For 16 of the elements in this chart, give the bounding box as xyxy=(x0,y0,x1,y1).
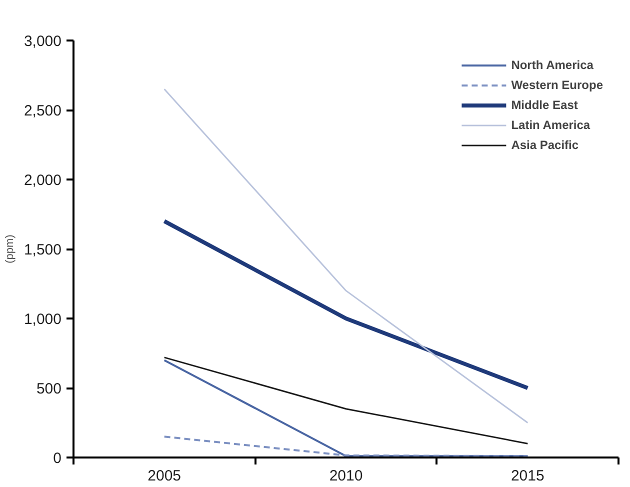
y-tick-label: 2,500 xyxy=(24,102,62,120)
legend-label: Asia Pacific xyxy=(511,138,579,152)
y-tick-label: 1,000 xyxy=(24,311,62,328)
legend-label: Middle East xyxy=(511,98,578,112)
y-tick-label: 0 xyxy=(53,450,62,467)
y-tick-label: 1,500 xyxy=(24,242,62,258)
legend-label: Latin America xyxy=(511,118,590,132)
x-tick-label: 2010 xyxy=(329,468,363,484)
y-tick-label: 500 xyxy=(36,380,62,398)
legend-label: Western Europe xyxy=(511,78,603,92)
legend-label: North America xyxy=(511,58,594,72)
x-tick-label: 2005 xyxy=(148,468,182,484)
y-tick-label: 2,000 xyxy=(24,172,62,189)
y-axis-title: (ppm) xyxy=(4,234,16,264)
y-tick-label: 3,000 xyxy=(24,33,62,50)
x-tick-label: 2015 xyxy=(510,468,544,484)
